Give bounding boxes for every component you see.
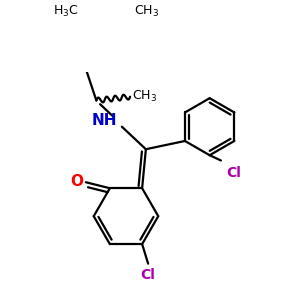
Text: Cl: Cl bbox=[226, 166, 241, 180]
Text: NH: NH bbox=[92, 113, 117, 128]
Text: Cl: Cl bbox=[141, 268, 156, 282]
Text: O: O bbox=[70, 174, 83, 189]
Text: CH$_3$: CH$_3$ bbox=[132, 89, 158, 104]
Text: H$_3$C: H$_3$C bbox=[53, 4, 78, 20]
Text: CH$_3$: CH$_3$ bbox=[134, 4, 159, 20]
